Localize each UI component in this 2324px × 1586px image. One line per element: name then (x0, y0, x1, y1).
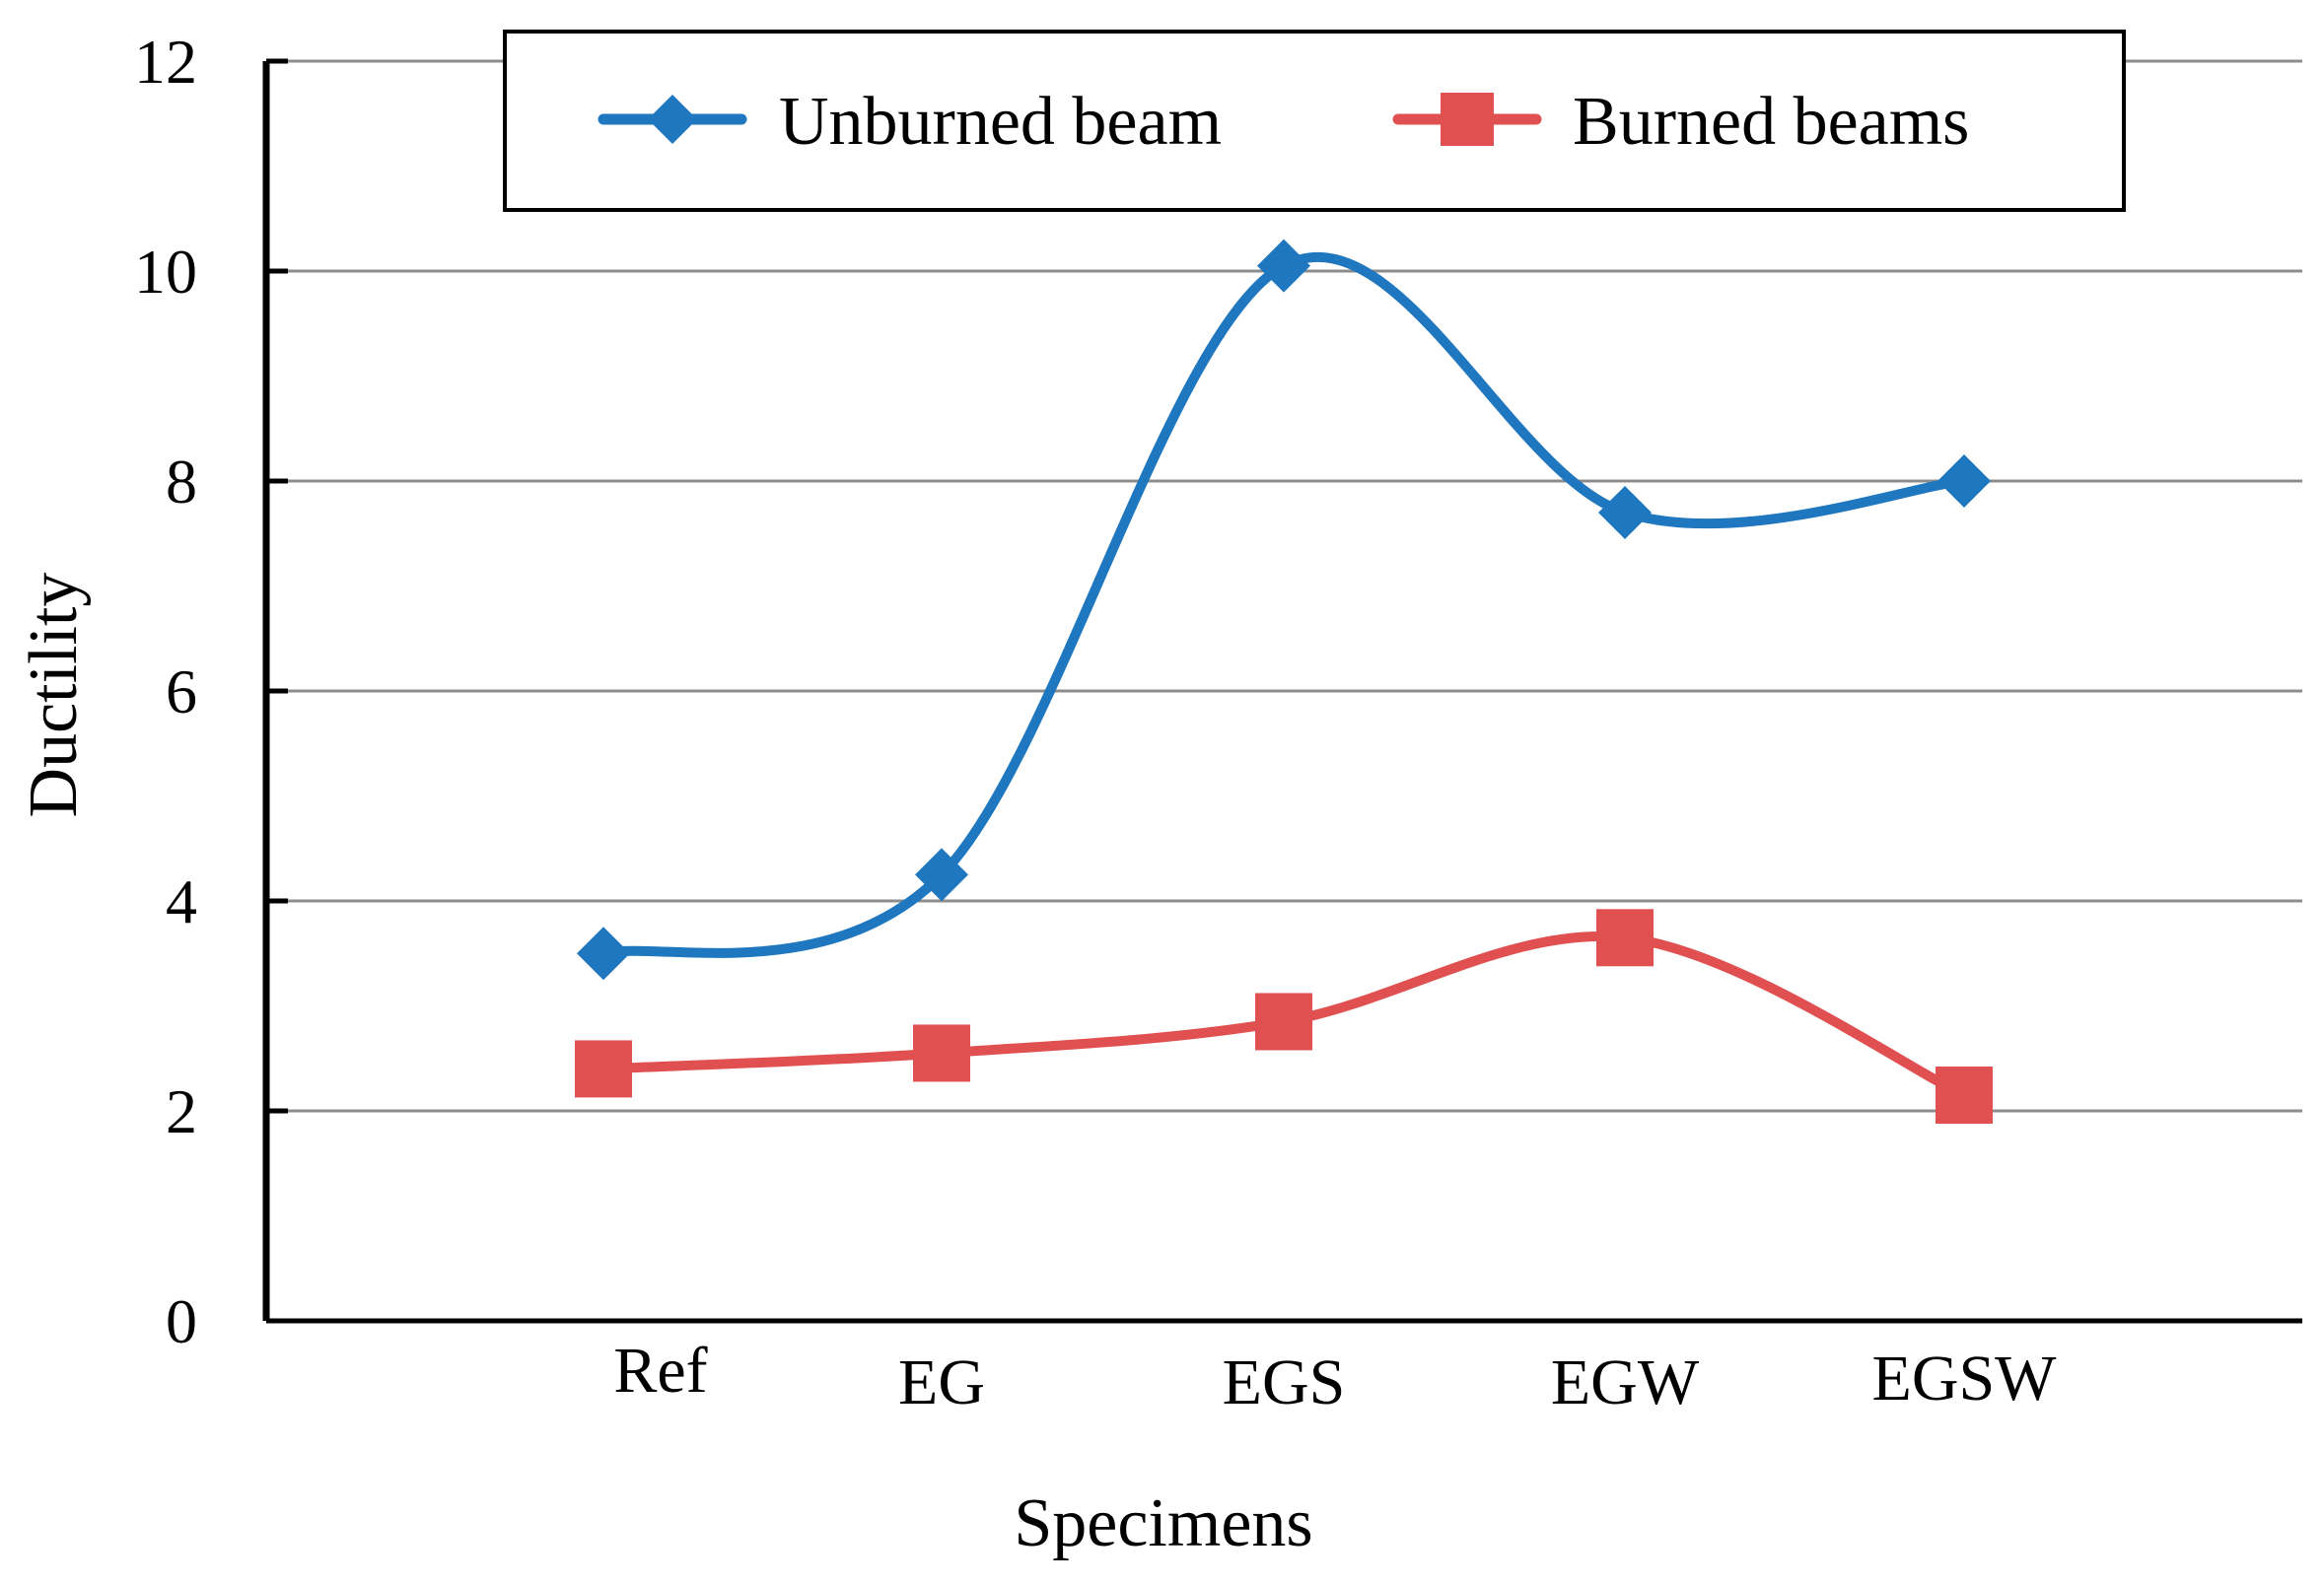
data-point-unburned-egs (1257, 239, 1310, 293)
x-axis-title: Specimens (1014, 1485, 1312, 1561)
y-tick-labels: 0 2 4 6 8 10 12 (134, 27, 197, 1356)
data-point-burned-egsw (1936, 1067, 1993, 1125)
data-point-burned-ref (575, 1040, 632, 1098)
data-point-burned-eg (913, 1024, 970, 1082)
data-point-unburned-eg (915, 848, 968, 902)
legend-label-unburned: Unburned beam (779, 84, 1222, 160)
axes (262, 58, 2302, 1324)
x-tick-label-ref: Ref (613, 1335, 707, 1407)
legend: Unburned beam Burned beams (503, 30, 2126, 212)
data-point-unburned-egsw (1937, 454, 1991, 508)
data-point-unburned-egw (1598, 485, 1652, 539)
y-tick-label-6: 6 (166, 656, 197, 726)
x-tick-label-egw: EGW (1551, 1346, 1700, 1418)
legend-marker-unburned-diamond (648, 95, 697, 144)
y-tick-label-0: 0 (166, 1286, 197, 1356)
y-tick-label-10: 10 (134, 237, 197, 307)
y-tick-label-2: 2 (166, 1076, 197, 1146)
y-tick-label-4: 4 (166, 866, 197, 936)
x-tick-label-eg: EG (898, 1346, 985, 1418)
legend-label-burned: Burned beams (1573, 84, 1969, 160)
data-point-unburned-ref (577, 927, 630, 981)
series-line-unburned (599, 252, 1969, 959)
y-axis-title: Ductility (16, 573, 92, 818)
series (575, 239, 1993, 1125)
y-tick-label-12: 12 (134, 27, 197, 97)
x-tick-label-egsw: EGSW (1872, 1343, 2058, 1414)
data-point-burned-egs (1255, 993, 1312, 1051)
y-tick-label-8: 8 (166, 447, 197, 517)
x-tick-labels: Ref EG EGS EGW EGSW (613, 1335, 2057, 1418)
data-point-burned-egw (1596, 909, 1654, 967)
legend-box (503, 30, 2126, 212)
x-tick-label-egs: EGS (1223, 1346, 1346, 1418)
legend-marker-burned-square (1441, 93, 1494, 146)
gridlines (266, 59, 2302, 1113)
